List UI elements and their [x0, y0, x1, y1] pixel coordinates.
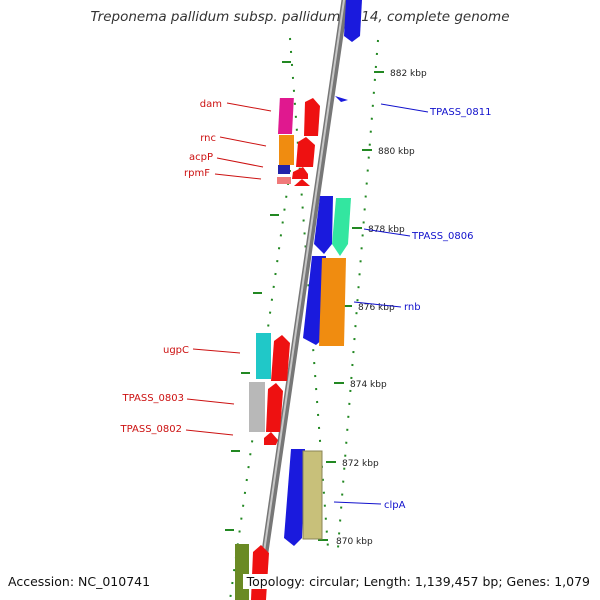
- gene-label-tpass0811: TPASS_0811: [429, 107, 491, 118]
- gene-bottom-green[interactable]: [235, 544, 249, 600]
- gene-dam[interactable]: [277, 98, 294, 134]
- scale-label: 878 kbp: [368, 225, 405, 235]
- gene-rnc[interactable]: [279, 135, 294, 165]
- leader-line: [214, 173, 262, 180]
- leader-line: [333, 501, 382, 505]
- leader-line: [185, 429, 234, 436]
- gene-label-rnc: rnc: [200, 133, 216, 144]
- red-strand-arrow: [294, 179, 310, 186]
- genome-summary-text: Topology: circular; Length: 1,139,457 bp…: [242, 574, 590, 589]
- gene-clpA[interactable]: [302, 450, 323, 540]
- leader-line: [219, 136, 267, 147]
- gene-label-clpA: clpA: [384, 500, 406, 511]
- genome-backbone-highlight: [256, 0, 345, 600]
- minor-ticks: [225, 61, 291, 531]
- red-strand-arrow: [271, 335, 290, 381]
- gene-tpass0803[interactable]: [249, 382, 265, 432]
- gene-tpass0806-mint[interactable]: [332, 198, 351, 256]
- red-strand-arrow: [251, 545, 269, 600]
- scale-ticks: 882 kbp 880 kbp 878 kbp 876 kbp 874 kbp …: [318, 69, 427, 547]
- gene-tpass0806-blue[interactable]: [314, 196, 333, 254]
- gene-label-rnb: rnb: [404, 302, 421, 313]
- scale-label: 882 kbp: [390, 69, 427, 79]
- scale-label: 876 kbp: [358, 303, 395, 313]
- right-leader-lines: [333, 103, 429, 505]
- gene-tpass0802[interactable]: [264, 432, 278, 445]
- leader-line: [192, 348, 241, 354]
- red-strand-arrow: [266, 383, 283, 432]
- red-strand-arrow: [292, 167, 308, 179]
- leader-line: [380, 103, 429, 113]
- gene-label-ugpC: ugpC: [163, 345, 189, 356]
- leader-line: [186, 398, 235, 405]
- gene-label-tpass0803: TPASS_0803: [122, 393, 184, 404]
- accession-text: Accession: NC_010741: [8, 574, 151, 589]
- gene-rnb-orange[interactable]: [319, 258, 346, 346]
- gene-label-tpass0802: TPASS_0802: [120, 424, 182, 435]
- red-strand-arrow: [296, 137, 315, 167]
- gene-label-tpass0806: TPASS_0806: [411, 231, 473, 242]
- leader-line: [353, 301, 402, 308]
- genome-title: Treponema pallidum subsp. pallidum SS14,…: [90, 9, 510, 25]
- gene-label-acpP: acpP: [189, 152, 213, 163]
- gene-rpmF[interactable]: [277, 177, 291, 184]
- left-leader-lines: [185, 102, 272, 436]
- gene-acpP[interactable]: [278, 165, 290, 174]
- gene-label-dam: dam: [200, 99, 222, 110]
- scale-label: 872 kbp: [342, 459, 379, 469]
- left-gene-labels: dam rnc acpP rpmF ugpC TPASS_0803 TPASS_…: [120, 99, 222, 435]
- gene-ugpC[interactable]: [256, 333, 271, 379]
- leader-line: [216, 157, 264, 168]
- scale-label: 874 kbp: [350, 380, 387, 390]
- scale-label: 880 kbp: [378, 147, 415, 157]
- leader-line: [226, 102, 272, 112]
- gene-tpass0811-marker[interactable]: [335, 96, 348, 102]
- red-strand-arrow: [304, 98, 320, 136]
- gene-top-blue[interactable]: [344, 0, 362, 42]
- right-gene-labels: TPASS_0811 TPASS_0806 rnb clpA: [384, 107, 491, 511]
- scale-label: 870 kbp: [336, 537, 373, 547]
- leader-line: [363, 228, 411, 237]
- gene-label-rpmF: rpmF: [184, 168, 210, 179]
- gene-clpA-blue[interactable]: [284, 449, 305, 546]
